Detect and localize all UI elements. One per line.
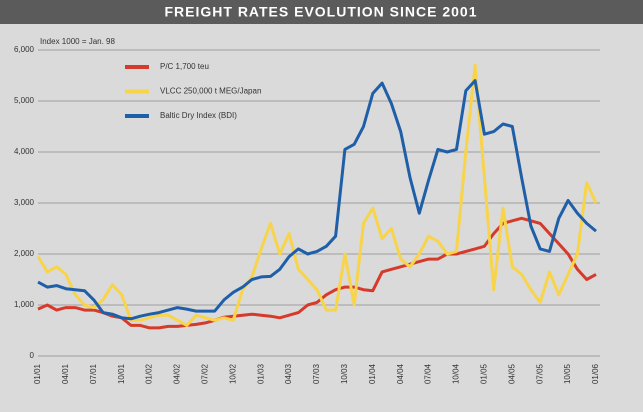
annotation: Index 1000 = Jan. 98 (40, 37, 116, 46)
x-tick-label: 01/02 (145, 363, 154, 384)
legend-label: Baltic Dry Index (BDI) (160, 111, 237, 120)
y-tick-label: 1,000 (14, 300, 35, 309)
x-tick-label: 04/02 (173, 363, 182, 384)
title-bar (0, 0, 643, 24)
x-tick-label: 01/01 (33, 363, 42, 384)
x-tick-label: 01/04 (368, 363, 377, 384)
x-tick-label: 04/01 (61, 363, 70, 384)
x-tick-label: 07/04 (424, 363, 433, 384)
y-tick-label: 3,000 (14, 198, 35, 207)
x-tick-label: 01/03 (256, 363, 265, 384)
x-tick-label: 04/04 (396, 363, 405, 384)
chart-title: FREIGHT RATES EVOLUTION SINCE 2001 (164, 4, 477, 20)
x-tick-label: 10/05 (563, 363, 572, 384)
series-line (37, 79, 597, 321)
y-tick-label: 6,000 (14, 45, 35, 54)
y-tick-label: 0 (30, 351, 35, 360)
x-tick-label: 10/01 (117, 363, 126, 384)
x-tick-label: 01/06 (591, 363, 600, 384)
x-tick-label: 04/05 (507, 363, 516, 384)
x-tick-label: 10/02 (228, 363, 237, 384)
x-tick-label: 10/03 (340, 363, 349, 384)
x-tick-label: 01/05 (480, 363, 489, 384)
legend-label: VLCC 250,000 t MEG/Japan (160, 87, 261, 96)
legend-label: P/C 1,700 teu (160, 62, 209, 71)
y-tick-label: 2,000 (14, 249, 35, 258)
x-tick-label: 07/02 (201, 363, 210, 384)
x-tick-label: 07/03 (312, 363, 321, 384)
x-tick-label: 04/03 (284, 363, 293, 384)
x-tick-label: 07/01 (89, 363, 98, 384)
series-line (37, 216, 597, 330)
x-tick-label: 07/05 (535, 363, 544, 384)
x-tick-label: 10/04 (452, 363, 461, 384)
y-tick-label: 5,000 (14, 96, 35, 105)
series-line (36, 63, 598, 327)
y-tick-label: 4,000 (14, 147, 35, 156)
